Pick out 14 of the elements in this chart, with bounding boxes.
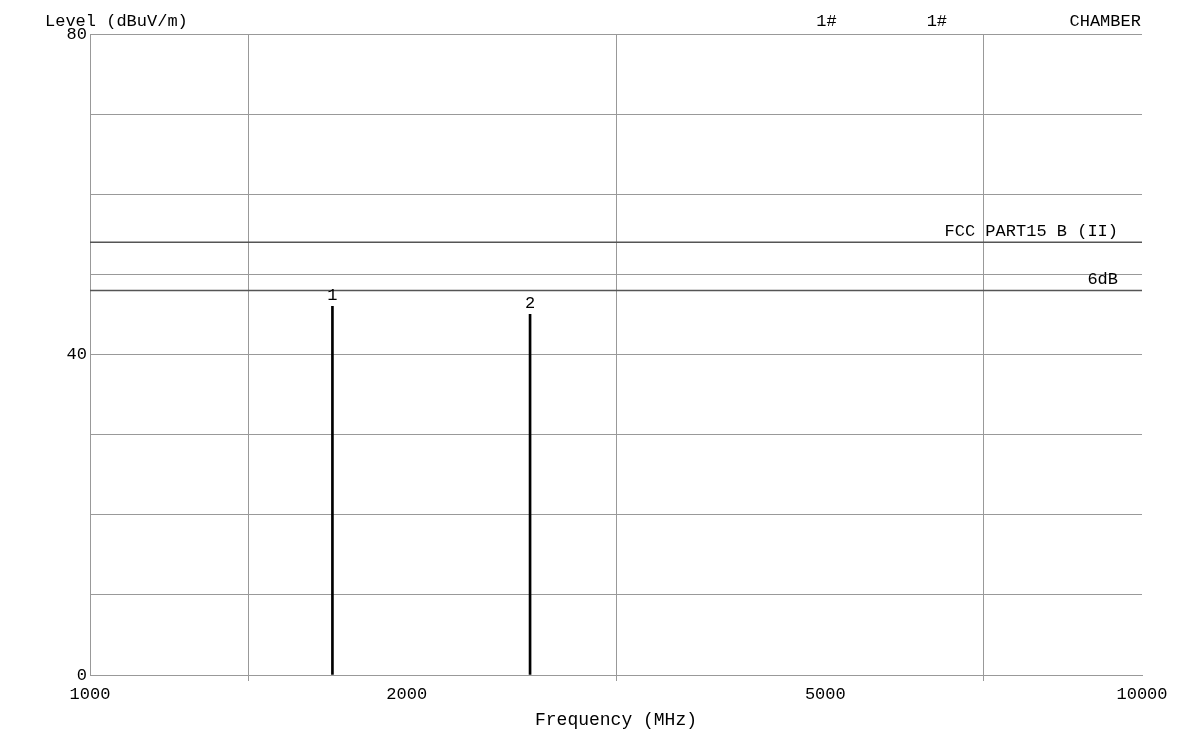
ref-line-label: FCC PART15 B (II) [944, 222, 1118, 242]
x-axis-title: Frequency (MHz) [534, 709, 698, 730]
x-tick-label: 5000 [804, 684, 846, 704]
text: 1# [926, 12, 948, 31]
annotation: 1 [327, 286, 338, 306]
text: CHAMBER [1069, 12, 1141, 31]
x-tick-label: 1000 [69, 684, 111, 704]
text: 1# [816, 12, 837, 31]
y-tick-label: 40 [66, 345, 87, 364]
ref-line-label: 6dB [1087, 270, 1118, 290]
y-tick-label: 0 [76, 665, 87, 685]
annotation: 2 [524, 294, 536, 314]
x-tick-label: 10000 [1116, 684, 1168, 704]
x-tick-label: 2000 [386, 684, 428, 704]
